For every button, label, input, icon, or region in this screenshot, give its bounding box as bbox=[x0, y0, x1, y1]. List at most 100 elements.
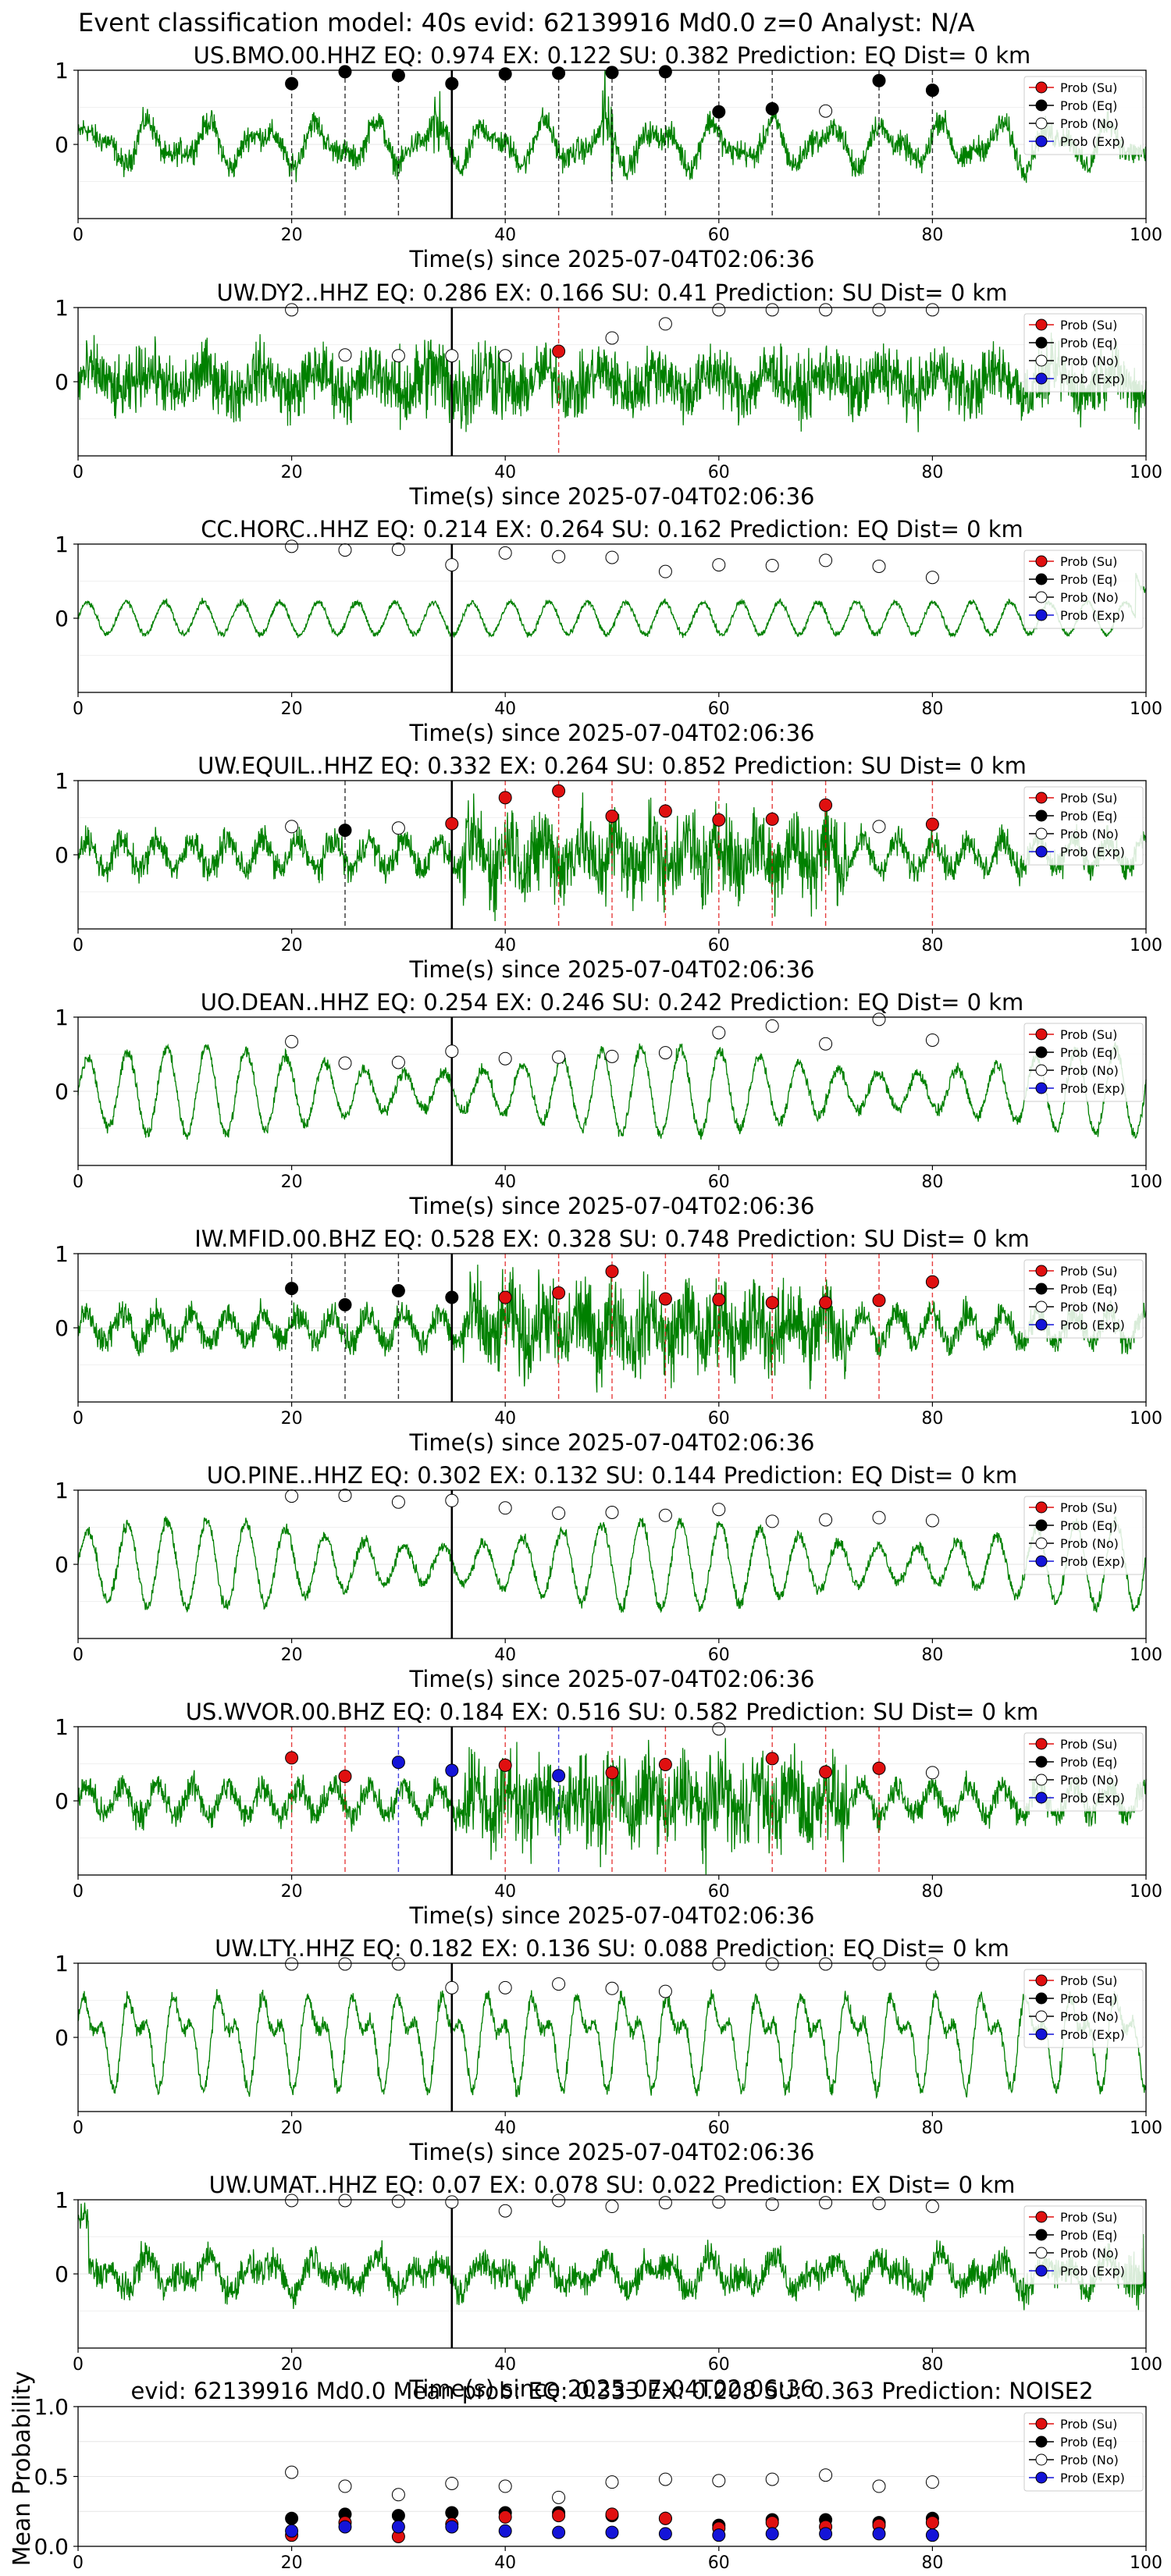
mean-point-exp bbox=[445, 2520, 459, 2534]
legend-marker bbox=[1035, 1028, 1048, 1041]
prob-point bbox=[605, 1981, 619, 1995]
legend-label: Prob (Exp) bbox=[1060, 1318, 1125, 1332]
legend-label: Prob (No) bbox=[1060, 2246, 1119, 2261]
prob-point bbox=[819, 1513, 833, 1527]
prob-point bbox=[445, 558, 459, 572]
legend-marker bbox=[1035, 2010, 1048, 2023]
prob-point bbox=[285, 76, 299, 91]
prob-point bbox=[552, 1050, 566, 1064]
legend-marker bbox=[1035, 1501, 1048, 1514]
y-tick-label: 1 bbox=[55, 1714, 69, 1740]
prob-point bbox=[552, 1506, 566, 1520]
x-tick-label: 40 bbox=[494, 463, 516, 482]
x-tick-label: 100 bbox=[1130, 226, 1162, 245]
mean-point-exp bbox=[819, 2527, 833, 2541]
prob-point bbox=[872, 820, 886, 834]
mean-point-eq bbox=[391, 2509, 405, 2523]
y-tick-label: 1 bbox=[55, 532, 69, 557]
legend-frame bbox=[1023, 1969, 1144, 2048]
figure-title: Event classification model: 40s evid: 62… bbox=[78, 8, 975, 37]
legend-marker bbox=[1035, 1537, 1048, 1550]
legend-label: Prob (Eq) bbox=[1060, 2435, 1117, 2450]
prob-point bbox=[605, 66, 619, 80]
prob-point bbox=[712, 558, 726, 572]
prob-point bbox=[765, 1752, 779, 1766]
prob-point bbox=[872, 1761, 886, 1775]
x-tick-label: 40 bbox=[494, 699, 516, 719]
x-tick-label: 0 bbox=[73, 463, 84, 482]
prob-point bbox=[498, 1051, 512, 1066]
mean-point-no bbox=[285, 2465, 299, 2479]
prob-point bbox=[445, 1763, 459, 1777]
prob-point bbox=[391, 543, 405, 557]
prob-point bbox=[765, 812, 779, 826]
legend-frame bbox=[1023, 313, 1144, 393]
legend: Prob (Su) Prob (Eq) Prob (No) Prob (Exp) bbox=[1023, 1969, 1144, 2048]
prob-point bbox=[872, 73, 886, 87]
legend-marker bbox=[1035, 1774, 1048, 1786]
y-tick-label: 0 bbox=[55, 842, 69, 868]
legend-label: Prob (Eq) bbox=[1060, 1045, 1117, 1060]
mean-point-exp bbox=[925, 2528, 939, 2542]
mean-point-no bbox=[552, 2490, 566, 2504]
y-tick-label: 0 bbox=[55, 1788, 69, 1814]
x-tick-label: 60 bbox=[708, 2553, 730, 2573]
mean-point-no bbox=[391, 2488, 405, 2502]
legend-label: Prob (No) bbox=[1060, 827, 1119, 841]
waveform-line bbox=[77, 2202, 1147, 2311]
prob-point bbox=[338, 1298, 352, 1312]
x-tick-label: 100 bbox=[1130, 2119, 1162, 2138]
prob-point bbox=[285, 303, 299, 317]
y-tick-label: 0 bbox=[55, 1315, 69, 1341]
mean-point-exp bbox=[658, 2527, 672, 2541]
prob-point bbox=[445, 1493, 459, 1507]
legend-marker bbox=[1035, 117, 1048, 130]
legend-label: Prob (Eq) bbox=[1060, 1282, 1117, 1297]
legend-marker bbox=[1035, 2435, 1048, 2448]
prob-point bbox=[765, 1019, 779, 1033]
time-axis-label: Time(s) since 2025-07-04T02:06:36 bbox=[409, 2139, 815, 2165]
y-tick-label: 0.5 bbox=[34, 2464, 69, 2490]
x-tick-label: 100 bbox=[1130, 1882, 1162, 1902]
prob-point bbox=[925, 1514, 939, 1528]
x-tick-label: 0 bbox=[73, 936, 84, 955]
prob-point bbox=[285, 1751, 299, 1765]
legend-label: Prob (Su) bbox=[1060, 1737, 1117, 1752]
prob-point bbox=[285, 820, 299, 834]
legend-marker bbox=[1035, 1992, 1048, 2005]
legend-label: Prob (Su) bbox=[1060, 1973, 1117, 1988]
prob-point bbox=[498, 67, 512, 81]
prob-point bbox=[338, 824, 352, 838]
mean-point-eq bbox=[285, 2511, 299, 2525]
prob-point bbox=[712, 1026, 726, 1040]
legend-label: Prob (No) bbox=[1060, 1536, 1119, 1551]
legend-label: Prob (Exp) bbox=[1060, 372, 1125, 386]
x-tick-label: 100 bbox=[1130, 2553, 1162, 2573]
prob-point bbox=[498, 349, 512, 363]
panel-title: UW.EQUIL..HHZ EQ: 0.332 EX: 0.264 SU: 0.… bbox=[198, 753, 1027, 779]
x-tick-label: 80 bbox=[921, 2119, 943, 2138]
legend-marker bbox=[1035, 1283, 1048, 1295]
x-tick-label: 40 bbox=[494, 226, 516, 245]
prob-point bbox=[338, 1489, 352, 1503]
prob-point bbox=[445, 817, 459, 831]
prob-point bbox=[391, 1284, 405, 1297]
legend-label: Prob (No) bbox=[1060, 590, 1119, 605]
prob-point bbox=[819, 1765, 833, 1779]
mean-point-exp bbox=[338, 2520, 352, 2534]
x-tick-label: 60 bbox=[708, 1882, 730, 1902]
prob-point bbox=[872, 1012, 886, 1026]
legend-label: Prob (No) bbox=[1060, 1773, 1119, 1788]
legend-label: Prob (Exp) bbox=[1060, 2471, 1125, 2485]
prob-point bbox=[658, 1046, 672, 1060]
x-tick-label: 20 bbox=[281, 1646, 303, 1665]
x-tick-label: 80 bbox=[921, 2355, 943, 2375]
legend-label: Prob (Su) bbox=[1060, 1264, 1117, 1279]
prob-point bbox=[605, 2200, 619, 2214]
legend-marker bbox=[1035, 135, 1048, 148]
x-tick-label: 40 bbox=[494, 2119, 516, 2138]
legend-marker bbox=[1035, 81, 1048, 94]
